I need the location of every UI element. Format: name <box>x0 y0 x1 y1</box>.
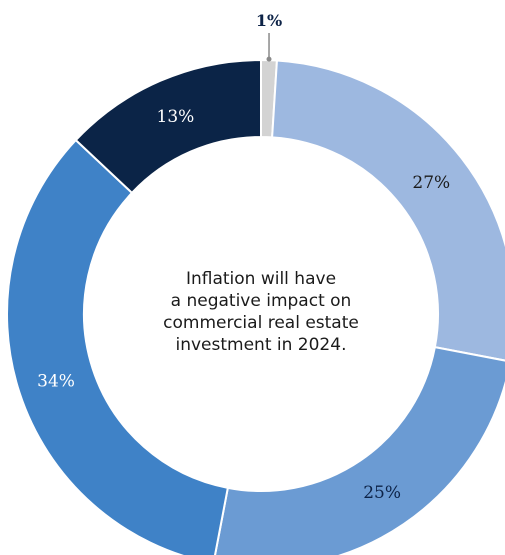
center-text-line-2: a negative impact on <box>170 291 352 311</box>
slice-label-3: 25% <box>363 483 401 503</box>
center-text-line-3: commercial real estate <box>163 313 359 333</box>
donut-slice-3 <box>214 345 505 555</box>
center-text-line-1: Inflation will have <box>185 269 337 289</box>
slice-label-1: 1% <box>256 11 282 30</box>
center-text-line-4: investment in 2024. <box>175 335 347 355</box>
donut-slice-4 <box>6 138 230 555</box>
slice-label-4: 34% <box>37 372 75 392</box>
slice-label-2: 27% <box>412 173 450 193</box>
slice-label-5: 13% <box>157 107 195 127</box>
donut-slice-2 <box>271 59 505 362</box>
donut-labels: 1% 27% 25% 34% 13% <box>37 11 450 503</box>
donut-slice-5 <box>74 58 262 195</box>
donut-slices <box>6 58 505 555</box>
callout-dot <box>266 56 272 62</box>
center-text: Inflation will have a negative impact on… <box>132 268 390 356</box>
